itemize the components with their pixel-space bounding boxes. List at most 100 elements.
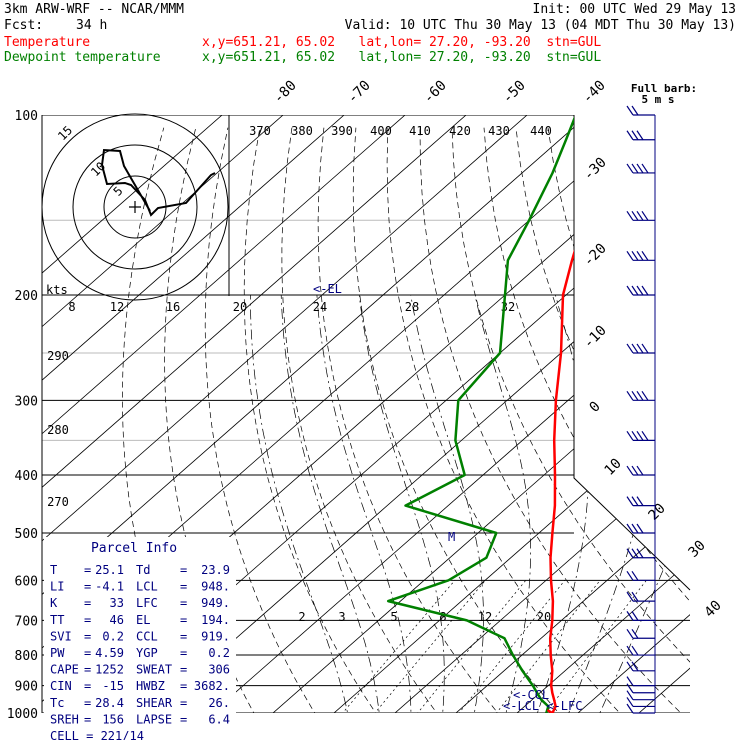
parcel-value: 33 (110, 596, 124, 610)
parcel-eq: = (84, 712, 91, 726)
surface-marker (546, 708, 560, 713)
wind-barb (626, 285, 655, 296)
parcel-eq: = (180, 580, 187, 594)
isotherm-label: -30 (581, 155, 610, 184)
hodograph-origin (129, 201, 141, 213)
parcel-key: SWEAT (136, 663, 172, 677)
fcst-value: 34 h (76, 18, 108, 33)
parcel-eq: = (84, 629, 91, 643)
wind-barb (626, 163, 655, 174)
isotherm-label: -80 (271, 78, 300, 107)
wind-barb (626, 697, 655, 708)
parcel-eq: = (84, 580, 91, 594)
isotherm-line (136, 115, 690, 713)
pressure-tick-label: 1000 (7, 707, 38, 722)
isotherm-line (42, 115, 238, 713)
dry-adiabat (419, 127, 690, 713)
wind-barb (626, 251, 655, 261)
parcel-eq: = (180, 696, 187, 710)
parcel-value: 919. (201, 629, 230, 643)
wind-barb (626, 390, 655, 401)
dry-adiabat (675, 127, 690, 713)
parcel-value: 0.2 (208, 646, 230, 660)
dry-adiabat (451, 127, 690, 713)
wind-barb (626, 496, 655, 507)
pressure-tick-label: 400 (15, 469, 38, 484)
wind-barb (626, 343, 655, 354)
parcel-value: -15 (102, 679, 124, 693)
annotation-label: <-CCL (513, 688, 549, 702)
annotation-label: <-LCL <-LFC (503, 699, 582, 713)
isotherm-line (624, 115, 690, 713)
annotation-label: <-EL (313, 282, 342, 296)
valid-time: Valid: 10 UTC Thu 30 May 13 (04 MDT Thu … (344, 18, 736, 33)
isotherm-label: -10 (581, 323, 610, 352)
moist-adiabat (532, 294, 589, 713)
parcel-key: EL (136, 613, 150, 627)
mixing-ratio-line (448, 580, 566, 713)
wind-barb (626, 210, 655, 221)
moist-adiabat (316, 294, 412, 713)
mixing-ratio-label: 12 (478, 610, 492, 624)
hodograph-speed-tick: 28 (405, 300, 419, 314)
barb-title-line1: Full barb: (631, 82, 697, 95)
parcel-eq: = (84, 663, 91, 677)
wind-barb (626, 645, 655, 656)
mixing-ratio-line (486, 580, 601, 713)
theta-label: 270 (47, 495, 69, 509)
dry-adiabat (643, 127, 690, 713)
parcel-eq: = (84, 696, 91, 710)
theta-label: 290 (47, 349, 69, 363)
parcel-value: 948. (201, 580, 230, 594)
init-time: Init: 00 UTC Wed 29 May 13 (532, 2, 737, 17)
mixing-ratio-line (364, 580, 486, 713)
parcel-key: CCL (136, 629, 158, 643)
parcel-value: 28.4 (95, 696, 124, 710)
wind-barb (626, 661, 655, 672)
isotherm-label: -70 (345, 78, 374, 107)
parcel-eq: = (84, 646, 91, 660)
pressure-tick-label: 900 (15, 680, 38, 695)
temperature-profile (548, 115, 690, 713)
moist-adiabat (410, 294, 484, 713)
pressure-tick-label: 600 (15, 574, 38, 589)
parcel-eq: = (84, 679, 91, 693)
wind-barb (626, 591, 655, 602)
dry-adiabat (243, 127, 385, 713)
parcel-value: -4.1 (95, 580, 124, 594)
isotherm-line (380, 115, 690, 713)
isotherm-label: -40 (580, 78, 609, 107)
parcel-eq: = (180, 596, 187, 610)
parcel-key: Tc (50, 696, 64, 710)
parcel-eq: = (180, 712, 187, 726)
hodograph-ring-label: 15 (55, 123, 75, 143)
isotherm-line (685, 115, 690, 713)
dry-adiabat (579, 127, 690, 713)
moist-adiabat (280, 294, 381, 713)
theta-label: 370 (249, 124, 271, 138)
mixing-ratio-line (407, 580, 527, 713)
pressure-tick-label: 500 (15, 527, 38, 542)
legend-dewpoint-info: x,y=651.21, 65.02 lat,lon= 27.20, -93.20… (202, 50, 602, 65)
parcel-key: SHEAR (136, 696, 173, 710)
isotherm-line (42, 115, 421, 713)
dry-adiabat (281, 127, 447, 713)
wind-barb (626, 105, 655, 116)
barb-title-line2: 5 m s (641, 93, 674, 106)
hodograph-speed-tick: 12 (110, 300, 124, 314)
model-title: 3km ARW-WRF -- NCAR/MMM (4, 2, 185, 17)
isotherm-line (197, 115, 690, 713)
hodograph-ring-label: 5 (111, 184, 126, 199)
parcel-eq: = (180, 679, 187, 693)
wind-barb (626, 523, 655, 534)
theta-label: 430 (488, 124, 510, 138)
parcel-eq: = (84, 563, 91, 577)
isotherm-line (42, 115, 299, 713)
theta-label: 390 (331, 124, 353, 138)
parcel-value: 0.2 (102, 629, 124, 643)
mixing-ratio-label: 2 (298, 610, 305, 624)
theta-label: 380 (291, 124, 313, 138)
wind-barb (626, 628, 655, 639)
parcel-value: 949. (201, 596, 230, 610)
